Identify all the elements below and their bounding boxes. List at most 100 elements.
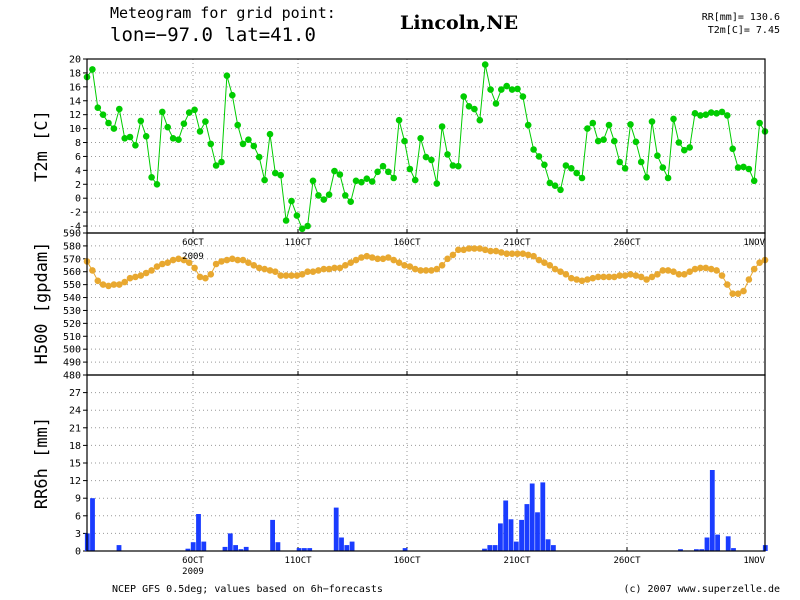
y-axis-label: T2m [C]	[32, 110, 52, 182]
data-point	[524, 121, 532, 129]
data-point	[137, 117, 145, 125]
data-point	[600, 273, 607, 281]
data-point	[428, 267, 435, 274]
bar	[725, 536, 731, 551]
data-point	[465, 245, 473, 252]
data-point	[395, 259, 403, 267]
y-tick-label: 18	[69, 68, 81, 79]
data-point	[611, 137, 618, 145]
y-tick-label: 510	[63, 332, 81, 343]
bar	[196, 514, 201, 551]
y-tick-label: 8	[75, 138, 81, 149]
data-point	[702, 264, 710, 272]
bar	[333, 507, 339, 551]
data-point	[734, 164, 742, 171]
data-point	[368, 178, 376, 185]
bar	[529, 483, 535, 551]
bar	[90, 498, 95, 551]
bar	[227, 533, 233, 551]
data-point	[132, 273, 139, 281]
data-point	[519, 250, 527, 257]
data-point	[541, 161, 548, 169]
data-point	[460, 246, 468, 254]
data-point	[707, 265, 715, 273]
data-point	[175, 136, 182, 143]
data-point	[153, 181, 161, 188]
data-point	[298, 271, 306, 278]
data-point	[218, 158, 225, 166]
data-point	[551, 182, 559, 189]
data-point	[99, 281, 107, 288]
data-point	[589, 119, 597, 127]
data-point	[385, 168, 392, 176]
data-point	[465, 103, 473, 110]
y-tick-label: 16	[69, 82, 81, 93]
data-point	[374, 168, 381, 176]
data-point	[541, 259, 548, 267]
data-point	[594, 137, 602, 145]
x-tick-label: 1NOV	[743, 556, 765, 566]
data-point	[180, 256, 188, 264]
data-point	[713, 267, 720, 274]
bar	[339, 537, 344, 551]
y-tick-label: 12	[69, 110, 81, 121]
x-tick-label: 21OCT	[503, 238, 531, 248]
bar	[508, 519, 514, 551]
data-point	[304, 222, 311, 230]
bar	[201, 541, 207, 551]
data-point	[428, 156, 435, 164]
bar	[535, 512, 540, 551]
y-axis-label: RR6h [mm]	[32, 417, 52, 509]
data-point	[659, 267, 667, 274]
data-point	[89, 66, 96, 73]
bar	[243, 546, 249, 551]
data-point	[401, 137, 408, 145]
data-point	[212, 162, 220, 169]
data-point	[691, 110, 699, 117]
data-point	[358, 178, 365, 186]
data-point	[137, 272, 145, 279]
data-point	[298, 225, 306, 233]
bar	[349, 541, 355, 551]
data-point	[234, 121, 241, 129]
data-point	[476, 116, 484, 124]
data-point	[643, 276, 650, 283]
data-point	[562, 162, 570, 169]
y-tick-label: 6	[75, 511, 81, 522]
bar	[513, 541, 519, 551]
bar	[503, 500, 509, 551]
data-point	[605, 121, 613, 129]
data-point	[740, 163, 747, 171]
data-point	[282, 272, 290, 279]
data-point	[336, 171, 344, 178]
x-tick-label: 1NOV	[743, 238, 765, 248]
data-point	[632, 138, 640, 146]
data-point	[116, 281, 123, 288]
y-tick-label: 590	[63, 229, 81, 240]
data-point	[702, 111, 710, 118]
data-point	[277, 171, 285, 179]
data-point	[492, 247, 500, 255]
data-point	[627, 121, 634, 128]
data-point	[697, 264, 704, 272]
bar	[482, 548, 487, 551]
x-tick-label: 11OCT	[284, 238, 312, 248]
data-point	[272, 268, 279, 276]
bar	[524, 504, 530, 551]
y-tick-label: 480	[63, 371, 81, 382]
data-point	[745, 276, 753, 283]
data-point	[374, 255, 381, 263]
data-point	[503, 250, 511, 257]
data-point	[250, 262, 258, 269]
bar	[709, 470, 715, 551]
bar	[116, 545, 122, 551]
y-tick-label: 530	[63, 306, 81, 317]
series-line	[86, 64, 766, 230]
data-point	[352, 177, 360, 185]
data-point	[686, 144, 693, 151]
data-point	[433, 180, 441, 187]
data-point	[514, 250, 521, 257]
data-point	[438, 262, 446, 269]
data-point	[379, 255, 387, 263]
data-point	[637, 273, 645, 281]
